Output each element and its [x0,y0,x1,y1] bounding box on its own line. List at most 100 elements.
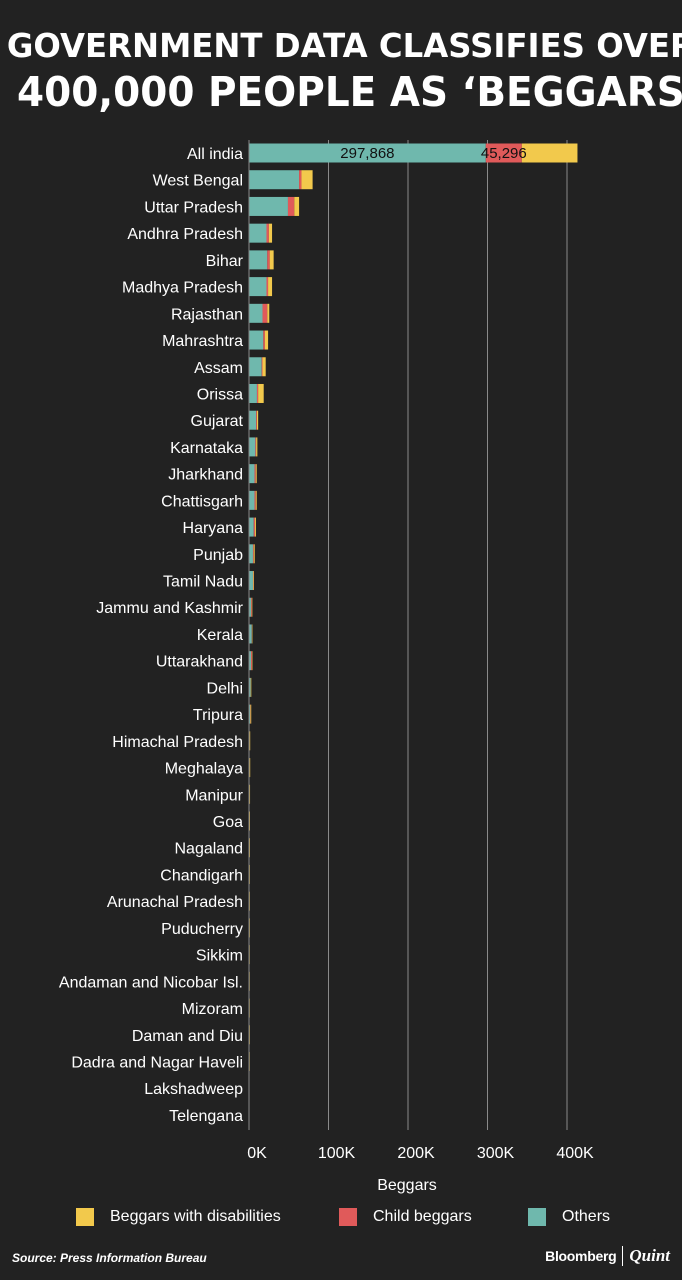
x-tick-label-0: 0K [247,1145,267,1162]
bar-others-18 [249,624,252,644]
brand-divider [622,1246,624,1266]
bar-others-0 [249,143,486,163]
bar-child-beggars-8 [261,357,263,377]
category-label-1: West Bengal [153,173,243,190]
category-label-34: Dadra and Nagar Haveli [71,1054,243,1071]
legend-label-others: Others [562,1208,611,1225]
bar-others-19 [249,651,251,671]
bar-others-13 [249,490,255,510]
category-label-5: Madhya Pradesh [122,280,243,297]
bar-child-beggars-10 [256,410,257,430]
category-label-19: Uttarakhand [156,654,243,671]
category-label-33: Daman and Diu [132,1028,243,1045]
category-label-14: Haryana [183,520,244,537]
category-label-24: Manipur [185,787,243,804]
bar-beggars-with-disabilities-14 [254,517,256,537]
category-label-16: Tamil Nadu [163,574,243,591]
bar-beggars-with-disabilities-0 [521,143,578,163]
category-label-12: Jharkhand [168,467,243,484]
category-label-9: Orissa [197,386,243,403]
bar-others-11 [249,437,256,457]
bar-beggars-with-disabilities-13 [255,490,257,510]
legend-label-child: Child beggars [373,1208,472,1225]
brand-primary: Bloomberg [545,1248,617,1264]
category-label-28: Arunachal Pradesh [107,894,243,911]
bar-beggars-with-disabilities-12 [255,464,257,484]
x-tick-label-4: 400K [556,1145,594,1162]
x-tick-label-1: 100K [318,1145,356,1162]
legend-item-child: Child beggars [339,1208,472,1226]
bar-child-beggars-7 [263,330,265,350]
bar-others-16 [249,571,253,591]
bar-beggars-with-disabilities-21 [250,704,252,724]
bar-beggars-with-disabilities-1 [301,170,313,190]
category-label-30: Sikkim [196,948,243,965]
chart-title-line-1: GOVERNMENT DATA CLASSIFIES OVER [6,26,682,65]
chart-legend: Beggars with disabilities Child beggars … [0,1208,682,1232]
category-label-11: Karnataka [170,440,243,457]
bar-others-7 [249,330,264,350]
bar-beggars-with-disabilities-22 [249,731,251,751]
chart-title-line-2: 400,000 PEOPLE AS ‘BEGGARS’ [17,68,682,116]
category-label-13: Chattisgarh [161,493,243,510]
category-label-21: Tripura [193,707,243,724]
category-label-27: Chandigarh [160,867,243,884]
bar-others-6 [249,303,263,323]
legend-swatch-others [528,1208,546,1226]
category-label-25: Goa [213,814,243,831]
bar-beggars-with-disabilities-11 [256,437,258,457]
bar-others-15 [249,544,253,564]
bar-child-beggars-13 [254,490,256,510]
legend-label-disabilities: Beggars with disabilities [110,1208,281,1225]
category-label-6: Rajasthan [171,306,243,323]
category-label-32: Mizoram [182,1001,243,1018]
bar-others-2 [249,196,288,216]
bar-beggars-with-disabilities-9 [258,383,264,403]
bar-child-beggars-6 [262,303,268,323]
bar-beggars-with-disabilities-7 [264,330,269,350]
category-label-0: All india [187,146,243,163]
x-tick-label-2: 200K [397,1145,435,1162]
bar-child-beggars-1 [299,170,302,190]
category-label-8: Assam [194,360,243,377]
bar-others-1 [249,170,300,190]
bar-child-beggars-11 [255,437,257,457]
category-label-36: Telengana [169,1108,243,1125]
bar-child-beggars-12 [254,464,256,484]
bar-others-12 [249,464,255,484]
bar-beggars-with-disabilities-2 [294,196,300,216]
x-tick-label-3: 300K [477,1145,515,1162]
bar-beggars-with-disabilities-23 [249,758,251,778]
bar-beggars-with-disabilities-6 [267,303,270,323]
category-label-18: Kerala [197,627,243,644]
stacked-bar-chart: All india West Bengal Uttar Pradesh Andhra … [59,140,594,1194]
brand-secondary: Quint [629,1246,670,1265]
bar-others-21 [249,704,251,724]
category-label-7: Mahrashtra [162,333,243,350]
category-label-20: Delhi [207,680,243,697]
bar-others-8 [249,357,262,377]
legend-swatch-disabilities [76,1208,94,1226]
bar-child-beggars-2 [287,196,295,216]
x-axis-title: Beggars [377,1177,437,1194]
bar-child-beggars-5 [266,277,269,297]
bar-beggars-with-disabilities-20 [250,677,252,697]
bar-beggars-with-disabilities-8 [262,357,266,377]
category-label-26: Nagaland [175,841,244,858]
category-label-35: Lakshadweep [144,1081,243,1098]
bar-beggars-with-disabilities-15 [253,544,255,564]
bar-others-9 [249,383,257,403]
category-label-3: Andhra Pradesh [127,226,243,243]
category-label-31: Andaman and Nicobar Isl. [59,974,243,991]
bar-others-10 [249,410,257,430]
bar-beggars-with-disabilities-17 [251,597,253,617]
bar-child-beggars-17 [250,597,252,617]
category-label-22: Himachal Pradesh [112,734,243,751]
bar-beggars-with-disabilities-16 [253,571,255,591]
bar-others-5 [249,277,267,297]
bar-beggars-with-disabilities-3 [268,223,273,243]
bar-child-beggars-3 [266,223,269,243]
category-label-4: Bihar [206,253,244,270]
bar-beggars-with-disabilities-4 [269,250,274,270]
brand-logo: Bloomberg Quint [545,1246,670,1266]
